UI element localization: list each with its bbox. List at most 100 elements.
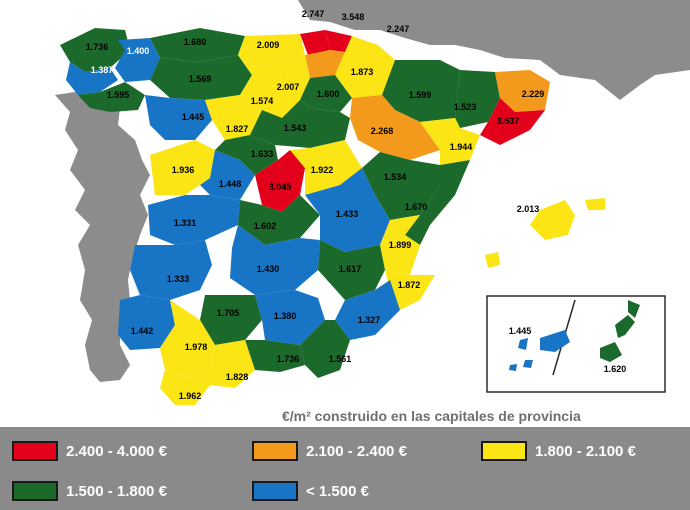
region-ciudad-real xyxy=(230,225,320,295)
spain-regions xyxy=(60,28,605,405)
value-label: 1.936 xyxy=(172,165,195,175)
canary-gomera xyxy=(523,360,533,368)
spain-price-map: 1.736 1.400 1.387 1.595 1.680 1.569 2.00… xyxy=(55,0,690,405)
region-leon xyxy=(150,55,252,100)
legend-label: 2.400 - 4.000 € xyxy=(66,442,167,460)
region-alicante xyxy=(385,270,435,310)
region-zaragoza xyxy=(350,95,440,160)
value-label: 1.327 xyxy=(358,315,381,325)
value-label: 1.387 xyxy=(91,65,114,75)
region-salamanca xyxy=(150,140,215,195)
value-label: 1.400 xyxy=(127,46,150,56)
region-toledo xyxy=(238,195,320,245)
region-caceres xyxy=(148,195,240,245)
region-teruel xyxy=(362,152,440,220)
region-guadalajara xyxy=(290,140,362,195)
region-galicia-b xyxy=(115,38,160,82)
value-label: 1.445 xyxy=(182,112,205,122)
value-label: 1.617 xyxy=(339,264,362,274)
value-label: 1.561 xyxy=(329,354,352,364)
region-galicia-d xyxy=(78,82,145,112)
region-albacete xyxy=(318,240,385,300)
value-label: 1.445 xyxy=(509,326,532,336)
value-label: 2.007 xyxy=(277,82,300,92)
region-zamora xyxy=(145,95,212,140)
value-label: 3.045 xyxy=(269,182,292,192)
region-ibiza xyxy=(485,252,500,268)
value-label: 1.433 xyxy=(336,209,359,219)
value-label: 2.229 xyxy=(522,89,545,99)
region-cantabria xyxy=(238,34,305,68)
value-label: 1.442 xyxy=(131,326,154,336)
value-label: 1.331 xyxy=(174,218,197,228)
value-label: 2.747 xyxy=(302,9,325,19)
value-label: 3.548 xyxy=(342,12,365,22)
region-soria xyxy=(250,100,350,148)
legend-label: 2.100 - 2.400 € xyxy=(306,442,407,460)
value-label: 1.380 xyxy=(274,311,297,321)
region-castellon xyxy=(405,160,470,245)
neighbor-land xyxy=(55,0,690,382)
value-label: 1.872 xyxy=(398,280,421,290)
province-value-labels: 1.736 1.400 1.387 1.595 1.680 1.569 2.00… xyxy=(86,9,627,401)
value-label: 1.448 xyxy=(219,179,242,189)
region-cadiz xyxy=(160,370,210,405)
region-barcelona xyxy=(480,98,545,145)
region-almeria xyxy=(300,320,350,378)
region-malaga xyxy=(210,340,255,388)
region-galicia-c xyxy=(66,62,118,95)
canary-fuerteventura xyxy=(615,315,635,338)
region-guipuzcoa xyxy=(325,30,352,52)
region-vizcaya xyxy=(300,30,330,55)
legend-item: 1.800 - 2.100 € xyxy=(481,438,636,464)
value-label: 1.962 xyxy=(179,391,202,401)
map-subtitle: €/m² construido en las capitales de prov… xyxy=(282,408,581,424)
legend-item: 2.100 - 2.400 € xyxy=(252,438,407,464)
value-label: 1.600 xyxy=(317,89,340,99)
canary-inset xyxy=(486,295,666,393)
canary-grancanaria xyxy=(600,342,622,362)
value-label: 1.680 xyxy=(184,37,207,47)
region-avila xyxy=(200,150,255,200)
legend-swatch xyxy=(252,481,298,501)
value-label: 1.944 xyxy=(450,142,473,152)
region-asturias xyxy=(150,28,245,62)
canary-lapalma xyxy=(518,338,528,350)
region-rioja xyxy=(300,75,352,112)
value-label: 1.534 xyxy=(384,172,407,182)
value-label: 2.009 xyxy=(257,40,280,50)
legend-label: 1.800 - 2.100 € xyxy=(535,442,636,460)
region-lleida xyxy=(455,70,500,128)
value-label: 1.599 xyxy=(409,90,432,100)
value-label: 1.633 xyxy=(251,149,274,159)
value-label: 1.543 xyxy=(284,123,307,133)
value-label: 1.595 xyxy=(107,90,130,100)
region-huelva xyxy=(118,295,175,350)
canary-lanzarote xyxy=(628,300,640,318)
value-label: 1.620 xyxy=(604,364,627,374)
canary-tenerife xyxy=(540,330,570,352)
region-alava xyxy=(305,50,345,78)
value-label: 1.574 xyxy=(251,96,274,106)
value-label: 1.670 xyxy=(405,202,428,212)
legend-swatch xyxy=(481,441,527,461)
region-girona xyxy=(495,70,550,112)
value-label: 1.523 xyxy=(454,102,477,112)
region-cuenca xyxy=(305,168,390,252)
value-label: 1.736 xyxy=(277,354,300,364)
region-madrid xyxy=(255,150,305,212)
region-badajoz xyxy=(130,240,212,300)
portugal-shape xyxy=(55,92,150,382)
value-label: 1.736 xyxy=(86,42,109,52)
region-galicia-a xyxy=(60,28,130,72)
region-murcia xyxy=(335,280,400,340)
value-label: 1.978 xyxy=(185,342,208,352)
value-label: 2.247 xyxy=(387,24,410,34)
legend-item: 1.500 - 1.800 € xyxy=(12,478,167,504)
canary-inset-frame xyxy=(486,295,666,393)
region-granada xyxy=(245,340,305,372)
region-jaen xyxy=(255,290,325,345)
value-label: 1.430 xyxy=(257,264,280,274)
region-menorca xyxy=(585,198,605,210)
